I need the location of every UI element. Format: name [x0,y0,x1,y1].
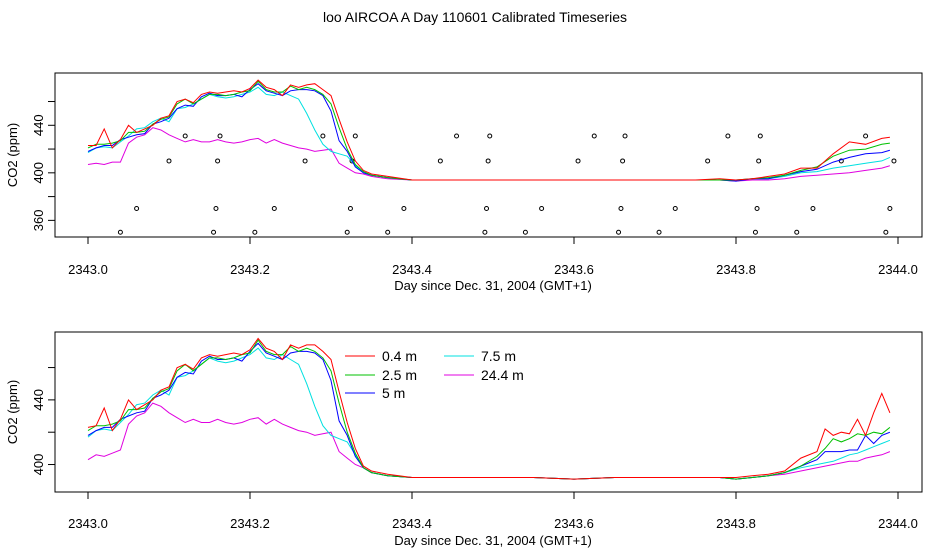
legend: 0.4 m 2.5 m 5 m 7.5 m 24.4 m [345,348,524,401]
y-axis-title: CO2 (ppm) [5,380,20,444]
x-tick-label: 2343.2 [230,516,270,531]
series-line-0-4-m [88,79,890,181]
flag-point [166,158,172,164]
x-tick-label: 2344.0 [878,262,918,277]
x-tick-label: 2343.6 [554,262,594,277]
flag-point [883,229,889,235]
x-tick-label: 2343.0 [68,516,108,531]
x-tick-label: 2343.8 [716,262,756,277]
flag-point [385,229,391,235]
y-tick-label: 440 [31,114,46,136]
series-line-24-4-m [87,402,891,480]
flag-point [482,229,488,235]
x-tick-label: 2343.0 [68,262,108,277]
flag-point [622,133,628,139]
flag-point [320,133,326,139]
flag-point [182,133,188,139]
legend-label: 2.5 m [382,367,417,383]
flag-point [705,158,711,164]
y-axis-title: CO2 (ppm) [5,123,20,187]
flag-point [217,133,223,139]
series-line-2-5-m [87,339,891,480]
flag-point [757,133,763,139]
legend-label: 7.5 m [481,348,516,364]
flag-point [454,133,460,139]
chart-panel-2: 2343.0 2343.2 2343.4 2343.6 2343.8 2344.0 Day … [5,331,923,548]
flag-point [618,205,624,211]
legend-label: 24.4 m [481,367,524,383]
x-tick-label: 2343.2 [230,262,270,277]
flag-point [539,205,545,211]
flag-point [756,158,762,164]
flag-point [752,229,758,235]
series-line-0-4-m [87,337,891,480]
flag-point [887,205,893,211]
flag-point [656,229,662,235]
flag-point [302,158,308,164]
series-line-24-4-m [87,127,891,182]
flag-point [484,205,490,211]
series-line-7-5-m [87,347,891,480]
flag-point [437,158,443,164]
flag-point [485,158,491,164]
flag-point [252,229,258,235]
flag-point [891,158,897,164]
flag-point [810,205,816,211]
legend-label: 5 m [382,385,405,401]
y-tick-label: 400 [31,454,46,476]
plot-frame [54,72,923,238]
flag-point [672,205,678,211]
flag-point [487,133,493,139]
flag-point [117,229,123,235]
flag-point [620,158,626,164]
flag-point [863,133,869,139]
x-tick-label: 2343.6 [554,516,594,531]
flag-point [211,229,217,235]
plot-frame [54,331,923,493]
flag-point [215,158,221,164]
y-tick-label: 440 [31,389,46,411]
flag-point [134,205,140,211]
y-tick-label: 400 [31,162,46,184]
flag-point [347,205,353,211]
flag-point [522,229,528,235]
legend-label: 0.4 m [382,348,417,364]
flag-point [271,205,277,211]
flag-point [344,229,350,235]
x-tick-label: 2344.0 [878,516,918,531]
flag-point [794,229,800,235]
flag-point [575,158,581,164]
series-line-2-5-m [87,80,890,181]
y-tick-label: 360 [31,210,46,232]
flag-point [352,133,358,139]
x-tick-label: 2343.4 [392,262,432,277]
flag-point [838,158,844,164]
main-title: loo AIRCOA A Day 110601 Calibrated Times… [322,9,627,25]
x-tick-label: 2343.8 [716,516,756,531]
flag-point [754,205,760,211]
flag-point [401,205,407,211]
flag-point [591,133,597,139]
x-tick-label: 2343.4 [392,516,432,531]
flag-point [616,229,622,235]
series-line-5-m [87,83,891,182]
flag-point [213,205,219,211]
flag-point [725,133,731,139]
x-axis-title: Day since Dec. 31, 2004 (GMT+1) [394,533,592,548]
x-axis-title: Day since Dec. 31, 2004 (GMT+1) [394,278,592,293]
chart-panel-1: 2343.0 2343.2 2343.4 2343.6 2343.8 2344.0 Day … [5,72,923,293]
